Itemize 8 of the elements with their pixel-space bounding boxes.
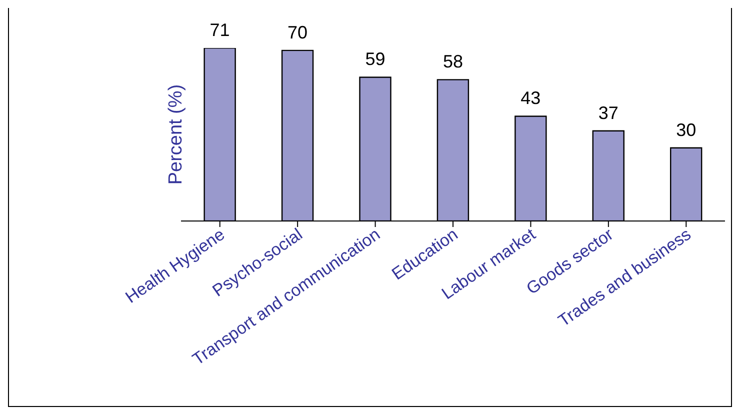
data-label: 30 bbox=[676, 120, 696, 140]
data-label: 59 bbox=[365, 49, 386, 70]
data-label: 58 bbox=[442, 52, 463, 72]
data-label: 37 bbox=[598, 102, 618, 123]
data-label: 70 bbox=[288, 22, 308, 42]
data-label: 71 bbox=[210, 20, 230, 40]
data-label: 43 bbox=[520, 88, 541, 108]
y-axis-title: Percent (%) bbox=[166, 84, 187, 185]
